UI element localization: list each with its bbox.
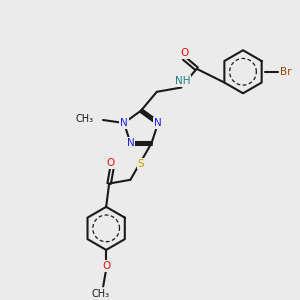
Text: N: N	[120, 118, 128, 128]
Text: O: O	[102, 261, 110, 271]
Text: CH₃: CH₃	[75, 113, 94, 124]
Text: Br: Br	[280, 67, 292, 77]
Text: O: O	[106, 158, 115, 168]
Text: N: N	[154, 118, 162, 128]
Text: O: O	[180, 48, 188, 58]
Text: S: S	[138, 159, 144, 169]
Text: NH: NH	[175, 76, 190, 86]
Text: N: N	[127, 138, 134, 148]
Text: CH₃: CH₃	[91, 289, 109, 299]
